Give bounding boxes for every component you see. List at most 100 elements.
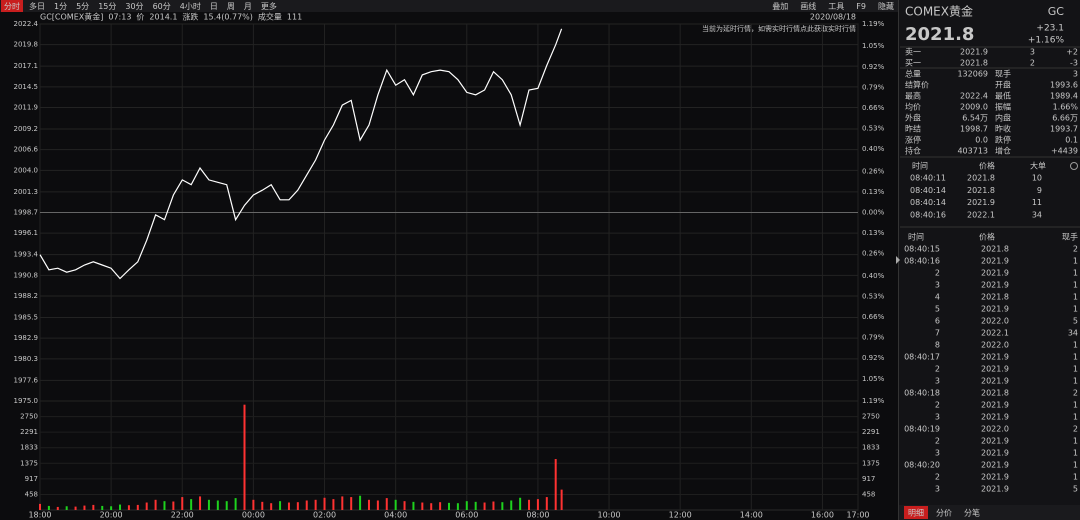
volume-bar bbox=[439, 502, 442, 510]
big-trade-cell: 08:40:11 bbox=[910, 174, 946, 183]
volume-bar bbox=[279, 501, 282, 510]
tick-cell: 08:40:15 bbox=[904, 245, 940, 254]
tick-cell: 08:40:19 bbox=[904, 425, 940, 434]
tick-cell: 2 bbox=[935, 437, 940, 446]
info-price-label: 价 bbox=[136, 13, 144, 22]
volume-bar bbox=[110, 506, 113, 510]
y-tick-label: 1988.2 bbox=[14, 292, 39, 300]
tick-cell: 2 bbox=[935, 365, 940, 374]
toolbar-tab[interactable]: 周 bbox=[227, 2, 235, 11]
vol-tick-label: 458 bbox=[25, 490, 38, 498]
y2-tick-label: 0.13% bbox=[862, 188, 885, 196]
toolbar-tool[interactable]: 叠加 bbox=[772, 1, 788, 11]
y-tick-label: 2001.3 bbox=[14, 188, 39, 196]
toolbar-tab[interactable]: 15分 bbox=[98, 2, 116, 11]
tick-cell: 2022.0 bbox=[981, 341, 1009, 350]
toolbar-tab[interactable]: 多日 bbox=[29, 1, 45, 11]
tick-cell: 2 bbox=[935, 269, 940, 278]
stat-value: +4439 bbox=[1051, 147, 1078, 156]
vol-tick-label: 1833 bbox=[20, 444, 38, 452]
volume-bar bbox=[127, 505, 130, 510]
tick-cell: 5 bbox=[1073, 485, 1078, 494]
toolbar-tab[interactable]: 1分 bbox=[54, 2, 67, 11]
volume-bar bbox=[287, 502, 290, 510]
stat-label: 最低 bbox=[995, 91, 1011, 101]
stat-value: 1993.6 bbox=[1050, 81, 1078, 90]
toolbar-bg bbox=[0, 0, 1080, 12]
volume-bar bbox=[323, 497, 326, 510]
volume-bar bbox=[136, 504, 139, 510]
y2-tick-label: 0.92% bbox=[862, 63, 885, 71]
toolbar-tab[interactable]: 30分 bbox=[125, 2, 143, 11]
tick-cell: 08:40:16 bbox=[904, 257, 940, 266]
volume-bar bbox=[261, 501, 264, 510]
volume-bar bbox=[47, 505, 50, 510]
toolbar-tab[interactable]: 5分 bbox=[76, 2, 89, 11]
volume-bar bbox=[536, 499, 539, 510]
big-trade-cell: 10 bbox=[1032, 174, 1042, 183]
volume-bar bbox=[145, 502, 148, 510]
tick-cell: 2021.9 bbox=[981, 269, 1009, 278]
settings-icon[interactable] bbox=[1070, 162, 1078, 170]
volume-bar bbox=[225, 501, 228, 510]
book-cell: 2021.8 bbox=[960, 59, 988, 68]
vol-tick-label: 917 bbox=[25, 475, 38, 483]
volume-bar bbox=[332, 499, 335, 510]
tick-cell: 1 bbox=[1073, 353, 1078, 362]
instrument-code: GC bbox=[1048, 5, 1065, 18]
volume-bar bbox=[560, 489, 563, 510]
y2-tick-label: 0.26% bbox=[862, 167, 885, 175]
collapse-arrow[interactable] bbox=[896, 256, 900, 264]
volume-bar bbox=[270, 503, 273, 510]
big-trade-cell: 2022.1 bbox=[967, 210, 995, 219]
toolbar-tab[interactable]: 4小时 bbox=[180, 1, 201, 11]
toolbar-tool[interactable]: 画线 bbox=[800, 1, 816, 11]
tick-cell: 1 bbox=[1073, 293, 1078, 302]
y-tick-label: 1975.0 bbox=[14, 397, 39, 405]
big-trade-cell: 2021.8 bbox=[967, 186, 995, 195]
toolbar-tool[interactable]: 隐藏 bbox=[878, 1, 894, 11]
book-cell: 3 bbox=[1030, 48, 1035, 57]
big-trade-header: 大单 bbox=[1030, 161, 1046, 171]
info-time: 07:13 bbox=[108, 13, 131, 22]
toolbar-tab[interactable]: 日 bbox=[210, 2, 218, 11]
vol-tick-label: 2291 bbox=[20, 428, 38, 436]
y2-tick-label: 1.19% bbox=[862, 20, 885, 28]
toolbar-tool[interactable]: F9 bbox=[856, 2, 866, 11]
toolbar-tool[interactable]: 工具 bbox=[828, 2, 844, 11]
tick-cell: 2022.0 bbox=[981, 425, 1009, 434]
volume-bar bbox=[554, 459, 557, 510]
tick-cell: 3 bbox=[935, 485, 940, 494]
big-trade-cell: 9 bbox=[1037, 186, 1042, 195]
tick-cell: 2021.9 bbox=[981, 413, 1009, 422]
toolbar-tab[interactable]: 月 bbox=[244, 2, 252, 11]
last-price: 2021.8 bbox=[905, 24, 974, 45]
tick-cell: 2021.9 bbox=[981, 485, 1009, 494]
x-tick-label: 17:00 bbox=[846, 511, 869, 520]
y-tick-label: 1993.4 bbox=[14, 251, 39, 259]
y2-tick-label: 1.05% bbox=[862, 42, 885, 50]
x-tick-label: 08:00 bbox=[526, 511, 549, 520]
volume-bar bbox=[163, 501, 166, 510]
stat-value: 6.66万 bbox=[1052, 114, 1078, 123]
toolbar-tab[interactable]: 更多 bbox=[261, 1, 277, 11]
toolbar-tab[interactable]: 分时 bbox=[4, 1, 20, 11]
toolbar-tab[interactable]: 60分 bbox=[153, 2, 171, 11]
panel-tab[interactable]: 明细 bbox=[908, 508, 924, 518]
y-tick-label: 1990.8 bbox=[14, 271, 39, 279]
stat-value: 0.1 bbox=[1065, 136, 1078, 145]
stat-value: 1998.7 bbox=[960, 125, 988, 134]
x-tick-label: 16:00 bbox=[811, 511, 834, 520]
vol-tick-label-right: 2291 bbox=[862, 428, 880, 436]
volume-bar bbox=[119, 504, 122, 510]
volume-bar bbox=[350, 497, 353, 510]
panel-tab[interactable]: 分价 bbox=[936, 509, 952, 518]
stat-value: 2009.0 bbox=[960, 103, 988, 112]
volume-bar bbox=[252, 499, 255, 510]
y2-tick-label: 0.53% bbox=[862, 125, 885, 133]
tick-cell: 1 bbox=[1073, 437, 1078, 446]
tick-cell: 2022.1 bbox=[981, 329, 1009, 338]
volume-bar bbox=[305, 500, 308, 510]
panel-tab[interactable]: 分笔 bbox=[964, 508, 980, 518]
